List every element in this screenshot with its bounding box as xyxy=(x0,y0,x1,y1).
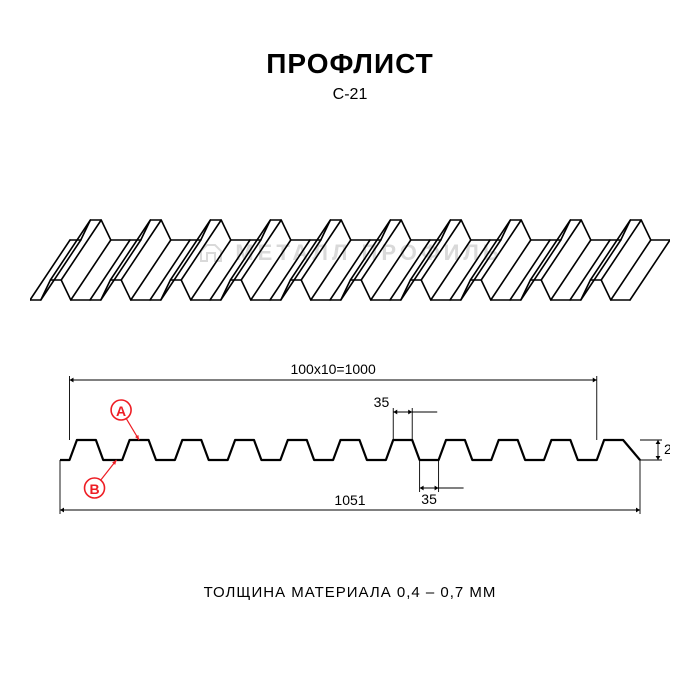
svg-text:100х10=1000: 100х10=1000 xyxy=(290,361,375,377)
svg-text:1051: 1051 xyxy=(334,492,365,508)
material-thickness: ТОЛЩИНА МАТЕРИАЛА 0,4 – 0,7 ММ xyxy=(0,584,700,601)
svg-text:35: 35 xyxy=(374,394,390,410)
svg-text:35: 35 xyxy=(421,491,437,507)
page-subtitle: С-21 xyxy=(0,86,700,104)
page-title: ПРОФЛИСТ xyxy=(0,48,700,80)
isometric-view xyxy=(30,130,670,320)
svg-text:A: A xyxy=(116,403,126,419)
svg-text:21: 21 xyxy=(664,441,670,457)
section-view: 100х10=1000 35 35 1051 21 A B xyxy=(30,350,670,530)
svg-text:B: B xyxy=(89,481,99,497)
